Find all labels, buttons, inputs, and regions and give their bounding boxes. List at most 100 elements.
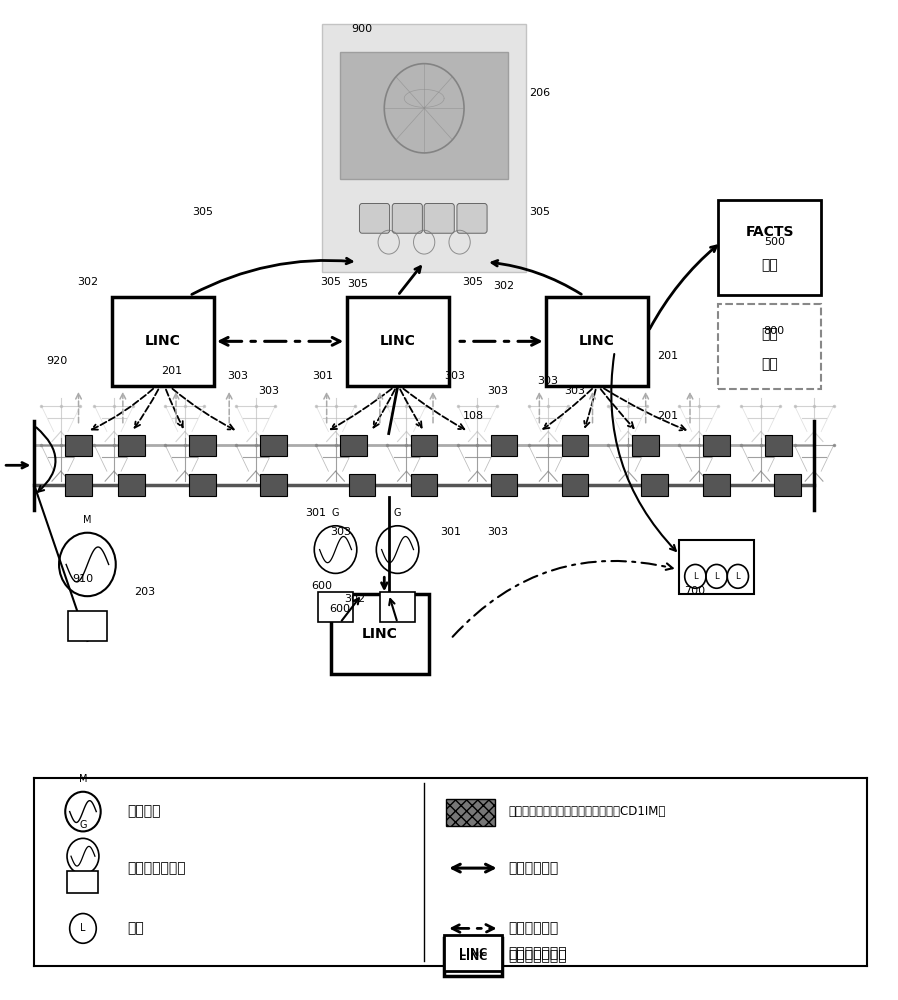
Text: LINC: LINC <box>145 334 180 348</box>
FancyBboxPatch shape <box>392 203 422 233</box>
Text: 储能: 储能 <box>762 327 779 341</box>
Text: 正常通信链路: 正常通信链路 <box>508 861 559 875</box>
FancyBboxPatch shape <box>718 200 821 295</box>
Text: 600: 600 <box>312 581 333 591</box>
Text: 高速通信链路: 高速通信链路 <box>508 921 559 935</box>
FancyBboxPatch shape <box>189 474 216 496</box>
Text: 206: 206 <box>529 88 550 98</box>
FancyBboxPatch shape <box>774 474 801 496</box>
FancyBboxPatch shape <box>680 540 753 594</box>
FancyBboxPatch shape <box>632 435 659 456</box>
Text: 303: 303 <box>488 386 508 396</box>
Text: M: M <box>84 515 92 525</box>
FancyBboxPatch shape <box>348 474 375 496</box>
FancyBboxPatch shape <box>380 592 415 622</box>
FancyBboxPatch shape <box>446 799 495 826</box>
FancyBboxPatch shape <box>445 938 502 976</box>
Text: 303: 303 <box>564 386 585 396</box>
Text: 301: 301 <box>440 527 462 537</box>
FancyBboxPatch shape <box>66 474 92 496</box>
Text: 303: 303 <box>259 386 279 396</box>
Text: L: L <box>714 572 719 581</box>
Text: 700: 700 <box>684 586 705 596</box>
Text: 305: 305 <box>192 207 213 217</box>
FancyBboxPatch shape <box>703 435 730 456</box>
FancyBboxPatch shape <box>67 871 99 893</box>
Text: 负载: 负载 <box>128 921 144 935</box>
FancyBboxPatch shape <box>318 592 353 622</box>
Text: LINC: LINC <box>459 948 487 958</box>
Text: 303: 303 <box>227 371 249 381</box>
Text: 设备: 设备 <box>762 357 779 371</box>
FancyBboxPatch shape <box>119 435 145 456</box>
FancyBboxPatch shape <box>260 474 286 496</box>
FancyBboxPatch shape <box>331 594 428 674</box>
FancyBboxPatch shape <box>119 474 145 496</box>
Text: 302: 302 <box>345 594 365 604</box>
FancyBboxPatch shape <box>546 297 648 386</box>
FancyArrowPatch shape <box>453 925 494 932</box>
FancyBboxPatch shape <box>445 935 502 971</box>
FancyBboxPatch shape <box>347 297 448 386</box>
FancyBboxPatch shape <box>411 435 437 456</box>
FancyBboxPatch shape <box>641 474 668 496</box>
Text: 301: 301 <box>305 508 327 518</box>
Text: 能够动态响应的分布式致动器模块（CD1IM）: 能够动态响应的分布式致动器模块（CD1IM） <box>508 805 665 818</box>
FancyBboxPatch shape <box>765 435 792 456</box>
FancyBboxPatch shape <box>490 474 517 496</box>
Text: L: L <box>693 572 698 581</box>
Text: L: L <box>80 923 85 933</box>
FancyBboxPatch shape <box>411 474 437 496</box>
Text: 305: 305 <box>462 277 483 287</box>
FancyArrowPatch shape <box>453 561 673 637</box>
Text: M: M <box>79 774 87 784</box>
Text: LINC: LINC <box>459 952 487 962</box>
FancyBboxPatch shape <box>561 474 588 496</box>
Text: 305: 305 <box>529 207 550 217</box>
Text: 303: 303 <box>488 527 508 537</box>
FancyBboxPatch shape <box>561 435 588 456</box>
Text: 800: 800 <box>763 326 785 336</box>
Text: LINC: LINC <box>362 627 398 641</box>
Text: 301: 301 <box>312 371 333 381</box>
Text: FACTS: FACTS <box>745 225 794 239</box>
Text: LINC: LINC <box>380 334 416 348</box>
Text: 设备: 设备 <box>762 258 779 272</box>
FancyBboxPatch shape <box>68 611 107 641</box>
Text: G: G <box>394 508 401 518</box>
Text: G: G <box>331 508 339 518</box>
Text: 920: 920 <box>46 356 67 366</box>
FancyBboxPatch shape <box>111 297 214 386</box>
Text: 201: 201 <box>161 366 182 376</box>
FancyBboxPatch shape <box>340 52 508 179</box>
FancyBboxPatch shape <box>322 24 526 272</box>
FancyBboxPatch shape <box>260 435 286 456</box>
Text: 600: 600 <box>330 604 350 614</box>
FancyBboxPatch shape <box>490 435 517 456</box>
Text: 203: 203 <box>135 587 155 597</box>
Text: 910: 910 <box>73 574 93 584</box>
Text: 201: 201 <box>657 351 678 361</box>
Text: LINC: LINC <box>579 334 615 348</box>
Text: 本地化智能中心: 本地化智能中心 <box>508 950 567 964</box>
Text: 305: 305 <box>321 277 341 287</box>
FancyArrowPatch shape <box>220 337 340 345</box>
FancyBboxPatch shape <box>424 203 454 233</box>
FancyBboxPatch shape <box>189 435 216 456</box>
Text: 发电能力: 发电能力 <box>128 805 161 819</box>
Text: G: G <box>79 820 87 830</box>
Text: 302: 302 <box>493 281 515 291</box>
Text: 201: 201 <box>657 411 678 421</box>
Text: 500: 500 <box>763 237 785 247</box>
Text: 本地化智能中心: 本地化智能中心 <box>508 946 567 960</box>
FancyBboxPatch shape <box>359 203 390 233</box>
Text: 303: 303 <box>445 371 466 381</box>
Text: 303: 303 <box>330 527 351 537</box>
FancyBboxPatch shape <box>340 435 366 456</box>
Text: L: L <box>735 572 740 581</box>
Text: 305: 305 <box>348 279 368 289</box>
FancyBboxPatch shape <box>703 474 730 496</box>
Text: 108: 108 <box>462 411 483 421</box>
Text: 分布式发电能力: 分布式发电能力 <box>128 861 186 875</box>
Text: 302: 302 <box>77 277 98 287</box>
